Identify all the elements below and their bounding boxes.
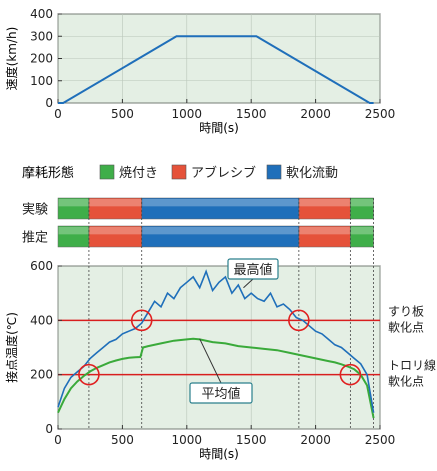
temperature-plot-area [57, 265, 381, 430]
x-tick-label: 2500 [365, 107, 396, 121]
crossing-marker-circle [78, 363, 100, 386]
crossing-marker-circle [288, 309, 310, 332]
reference-line-label-line: 軟化点 [388, 319, 424, 334]
wear-legend: 摩耗形態 焼付き アブレシブ 軟化流動 [22, 164, 338, 181]
y-tick-label: 400 [30, 7, 53, 21]
callout-leader [243, 278, 254, 289]
legend-label: 焼付き [119, 166, 158, 181]
speed-series-line [58, 35, 374, 104]
y-tick-label: 400 [30, 313, 53, 327]
x-tick-label: 1000 [172, 107, 203, 121]
wear-segment-highlight [142, 199, 299, 207]
reference-line-label: トロリ線軟化点 [388, 358, 436, 389]
temperature-y-axis-label: 接点温度(℃) [4, 312, 19, 383]
legend-item: アブレシブ [171, 164, 256, 181]
speed-ticks: 0 100 200 300 400 0 500 1000 1500 2000 2500 [30, 7, 395, 121]
legend-items: 焼付き アブレシブ 軟化流動 [99, 164, 338, 181]
wear-row: 実験 [22, 197, 374, 220]
x-tick-label: 2000 [300, 107, 331, 121]
speed-grid [57, 13, 381, 104]
reference-line-label: すり板軟化点 [388, 304, 424, 334]
callout-label: 平均値 [201, 386, 240, 402]
y-tick-label: 300 [30, 29, 53, 43]
softening-reference-lines [58, 319, 380, 376]
x-tick-label: 0 [54, 433, 62, 447]
legend-swatch [99, 164, 115, 180]
x-tick-label: 500 [111, 433, 134, 447]
callout-label: 最高値 [233, 262, 272, 278]
legend-swatch [266, 164, 282, 180]
y-tick-label: 600 [30, 259, 53, 273]
callout-leader [199, 338, 222, 384]
y-tick-label: 0 [45, 96, 53, 110]
reference-line-label-line: すり板 [388, 304, 424, 318]
wear-segment-highlight [89, 227, 142, 235]
x-tick-label: 500 [111, 107, 134, 121]
x-tick-label: 1000 [172, 433, 203, 447]
wear-segment [350, 225, 374, 248]
temperature-x-axis-label: 時間(s) [199, 447, 239, 461]
wear-segment-highlight [299, 227, 350, 235]
wear-row-label: 推定 [22, 231, 48, 246]
crossing-marker-circle [339, 363, 362, 386]
legend-label: 軟化流動 [286, 165, 338, 181]
wear-segment-highlight [299, 199, 350, 207]
wear-segment-highlight [142, 227, 299, 235]
x-tick-label: 1500 [236, 433, 267, 447]
speed-x-axis-label: 時間(s) [199, 121, 239, 135]
legend-title: 摩耗形態 [22, 165, 74, 181]
y-tick-label: 0 [45, 422, 53, 436]
legend-swatch [171, 164, 187, 180]
callout-box [227, 258, 279, 280]
series-callout: 平均値 [189, 338, 253, 404]
y-tick-label: 100 [30, 74, 53, 88]
x-tick-label: 2000 [300, 433, 331, 447]
wear-segment-highlight [58, 227, 89, 235]
x-tick-label: 0 [54, 107, 62, 121]
x-tick-label: 2500 [365, 433, 396, 447]
max-temperature-line [57, 269, 375, 413]
crossing-markers [78, 309, 362, 386]
average-temperature-line [57, 337, 375, 419]
temperature-ticks: 0 200 400 600 0 500 1000 1500 2000 2500 [30, 259, 395, 447]
wear-segment-highlight [89, 199, 142, 207]
wear-row-label: 実験 [22, 202, 48, 218]
wear-segment-highlight [350, 199, 374, 207]
legend-item: 焼付き [99, 164, 158, 181]
series-callout: 最高値 [227, 258, 279, 289]
wear-row: 推定 [22, 225, 374, 248]
legend-item: 軟化流動 [266, 164, 338, 181]
phase-boundary-lines [88, 198, 374, 429]
reference-line-label-line: トロリ線 [388, 358, 436, 373]
speed-y-axis-label: 速度(km/h) [4, 27, 19, 91]
y-tick-label: 200 [30, 368, 53, 382]
wear-segment-highlight [58, 199, 89, 207]
reference-line-label-line: 軟化点 [388, 374, 424, 389]
wear-segment-highlight [350, 227, 374, 235]
wear-segment [350, 197, 374, 220]
crossing-marker-circle [130, 309, 153, 332]
callout-box [189, 382, 253, 404]
legend-label: アブレシブ [191, 165, 256, 181]
x-tick-label: 1500 [236, 107, 267, 121]
y-tick-label: 200 [30, 52, 53, 66]
